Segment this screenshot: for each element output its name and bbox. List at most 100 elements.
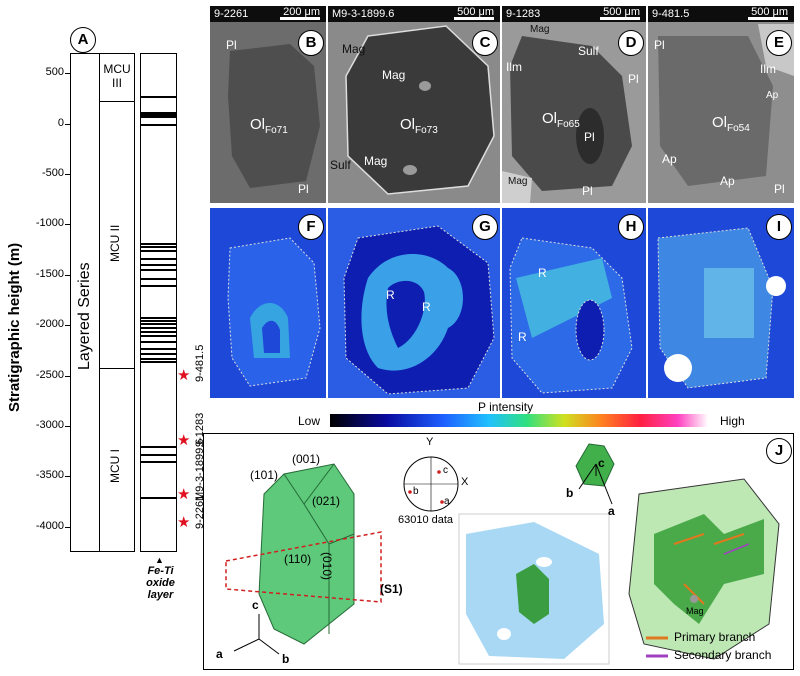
stereonet-a: a [444, 496, 450, 507]
legend-primary: Primary branch [674, 630, 756, 644]
panel-d-ol-main: Ol [542, 110, 557, 127]
oxide-layer-line [141, 257, 176, 260]
oxide-layer-line [141, 242, 176, 245]
colorbar-low: Low [298, 414, 321, 428]
mcu3-label: MCU III [100, 62, 134, 90]
panel-c-strip: M9-3-1899.6 500 μm [328, 6, 500, 22]
axis-c: c [252, 598, 259, 612]
y-tick-mark [65, 526, 70, 528]
hex-axis-b: b [566, 486, 574, 500]
panel-d-mag1: Mag [530, 24, 550, 35]
oxide-layer-line [141, 353, 176, 356]
y-tick-label: -3500 [35, 469, 64, 482]
section-s1: (S1) [380, 582, 403, 596]
oxide-layer-line [141, 327, 176, 330]
panel-g: G R R [328, 208, 500, 398]
panel-c-mag3: Mag [364, 154, 388, 168]
panel-h-r2: R [518, 330, 527, 344]
oxide-layer-line [141, 358, 176, 361]
stereonet-c: c [443, 465, 448, 476]
mcu3-line1: MCU [103, 62, 131, 76]
panel-b-strip: 9-2261 200 μm [210, 6, 326, 22]
panel-c-ol-main: Ol [400, 116, 415, 133]
panel-e-scale: 500 μm [751, 6, 788, 18]
panel-d-scale: 500 μm [603, 6, 640, 18]
panel-b-scalebar [280, 17, 320, 20]
y-tick-label: -500 [41, 166, 64, 179]
panel-c: M9-3-1899.6 500 μm C Mag Mag Mag Sulf Ol… [328, 6, 500, 203]
oxide-layer-line [141, 123, 176, 126]
oxide-layer-line [141, 249, 176, 252]
panel-b: 9-2261 200 μm B Pl Pl OlFo71 [210, 6, 326, 203]
panel-e-pl1: Pl [654, 38, 665, 52]
panel-d-mag2: Mag [508, 176, 528, 187]
oxide-layer-line [141, 268, 176, 271]
panel-a: A Stratigraphic height (m) 500 0 -500 -1000… [0, 0, 206, 676]
panel-f-image [210, 208, 326, 398]
y-tick-label: -1500 [35, 267, 64, 280]
panel-c-mag2: Mag [382, 68, 406, 82]
panel-e-ol: OlFo54 [712, 114, 750, 134]
oxide-layer-line [141, 454, 176, 457]
oxide-label-line2: oxide layer [146, 577, 175, 601]
panel-c-ol-sub: Fo73 [415, 125, 438, 136]
panel-d-ilm: Ilm [506, 60, 522, 74]
mcu3-line2: III [111, 76, 122, 90]
panel-g-r1: R [386, 288, 395, 302]
panel-c-scalebar [454, 17, 494, 20]
panel-e-ol-main: Ol [712, 114, 727, 131]
panel-i: I [648, 208, 794, 398]
panel-a-letter: A [70, 27, 96, 53]
y-tick-mark [65, 375, 70, 377]
oxide-layer-line [141, 348, 176, 351]
oxide-layer-line [141, 113, 176, 116]
panel-b-scale: 200 μm [283, 6, 320, 18]
face-110: (110) [284, 552, 312, 566]
panel-b-pl2: Pl [298, 182, 309, 196]
face-010: (010) [320, 552, 334, 581]
panel-i-image [648, 208, 794, 398]
stereonet-y: Y [426, 436, 434, 448]
panel-j-drawing [225, 443, 780, 665]
panel-e-ap3: Ap [720, 174, 735, 188]
panel-i-letter: I [766, 214, 792, 240]
oxide-layer-line [141, 317, 176, 320]
panel-d-pl3: Pl [582, 184, 593, 198]
panel-g-image [328, 208, 500, 398]
mcu3-boundary [99, 101, 135, 102]
panel-e: 9-481.5 500 μm E Pl Pl Ilm Ap Ap Ap OlFo… [648, 6, 794, 203]
face-021: (021) [312, 494, 341, 508]
stratigraphic-column [70, 53, 135, 552]
y-tick-label: 500 [45, 66, 64, 79]
panel-c-sample: M9-3-1899.6 [332, 8, 395, 20]
oxide-layer-line [141, 277, 176, 280]
panel-b-letter: B [298, 30, 324, 56]
panel-c-letter: C [472, 30, 498, 56]
panel-e-ap1: Ap [766, 90, 779, 101]
panel-d-ol: OlFo65 [542, 110, 580, 130]
panel-e-ol-sub: Fo54 [727, 123, 750, 134]
y-tick-label: -2000 [35, 318, 64, 331]
series-divider [99, 53, 100, 552]
panel-e-ilm: Ilm [760, 62, 776, 76]
oxide-layer-line [141, 335, 176, 338]
oxide-layer-line [141, 341, 176, 344]
y-tick-label: -3000 [35, 418, 64, 431]
oxide-layer-line [141, 323, 176, 326]
y-tick-mark [65, 325, 70, 327]
y-tick-label: 0 [57, 116, 64, 129]
sample-star-icon: ★ [177, 432, 191, 450]
panel-d-strip: 9-1283 500 μm [502, 6, 646, 22]
panel-h: H R R [502, 208, 646, 398]
panel-c-mag1: Mag [342, 42, 366, 56]
panel-e-letter: E [766, 30, 792, 56]
panel-c-ol: OlFo73 [400, 116, 438, 136]
panel-c-image [328, 6, 500, 203]
y-tick-mark [65, 224, 70, 226]
panel-b-pl1: Pl [226, 38, 237, 52]
oxide-layer-column [140, 53, 177, 552]
oxide-layer-line [141, 320, 176, 323]
y-tick-mark [65, 274, 70, 276]
panel-e-pl2: Pl [774, 182, 785, 196]
y-tick-label: -2500 [35, 368, 64, 381]
